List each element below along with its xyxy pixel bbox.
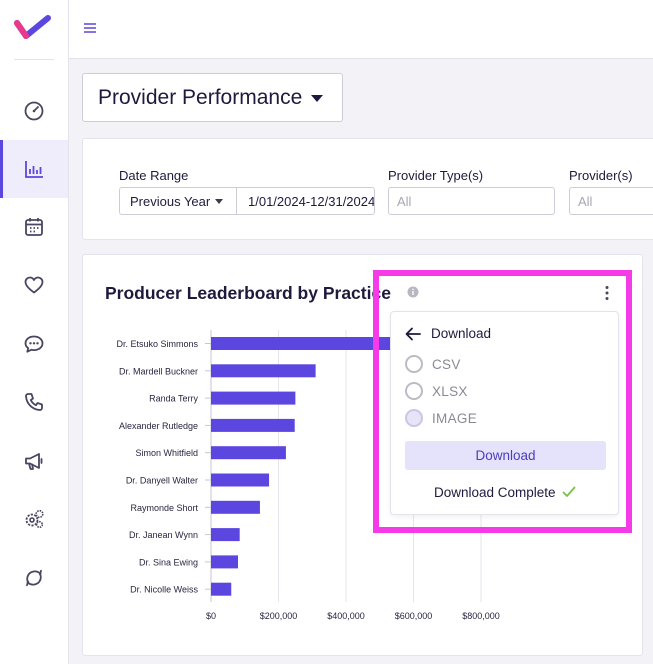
date-range-label: Date Range [119,168,189,183]
settings-gears-icon [25,509,44,529]
megaphone-icon [25,453,43,470]
radio-option-csv[interactable]: CSV [405,354,461,374]
arrow-left-icon[interactable] [405,327,421,341]
download-menu: Download CSV XLSX IMAGE Download Downloa… [390,311,619,515]
download-status: Download Complete [434,485,556,500]
sidebar-item-calendar[interactable] [0,198,68,256]
heart-icon [24,276,44,294]
radio-option-image[interactable]: IMAGE [405,408,477,428]
sidebar-item-calls[interactable] [0,373,68,431]
sync-icon [26,569,42,587]
radio-label: CSV [432,356,461,372]
sidebar-item-campaigns[interactable] [0,432,68,490]
app-logo[interactable] [14,14,52,44]
checkmark-icon [562,486,576,497]
date-preset-value: Previous Year [130,193,211,209]
providers-label: Provider(s) [569,168,633,183]
download-button[interactable]: Download [405,441,606,470]
bar-chart-icon [25,161,43,178]
sidebar-item-messages[interactable] [0,315,68,373]
hamburger-menu-icon[interactable] [83,21,97,35]
provider-types-label: Provider Type(s) [388,168,484,183]
top-bar [69,0,653,59]
info-icon[interactable] [407,286,419,298]
chat-icon [24,335,44,353]
chevron-down-icon [311,95,324,102]
provider-types-select[interactable]: All [388,187,555,215]
radio-option-xlsx[interactable]: XLSX [405,381,468,401]
more-options-icon[interactable] [602,285,612,301]
download-menu-title: Download [431,326,492,341]
sidebar-item-settings[interactable] [0,490,68,548]
date-range-input[interactable]: 1/01/2024-12/31/2024 [236,187,375,215]
providers-placeholder: All [578,193,593,209]
sidebar [0,0,69,664]
provider-types-placeholder: All [397,193,412,209]
report-selector-dropdown[interactable]: Provider Performance [82,73,343,122]
sidebar-item-favorites[interactable] [0,256,68,314]
report-title: Provider Performance [98,85,303,109]
sidebar-item-dashboard[interactable] [0,81,68,139]
radio-button[interactable] [405,355,423,373]
date-preset-select[interactable]: Previous Year [119,187,237,215]
providers-select[interactable]: All [569,187,653,215]
radio-button[interactable] [405,382,423,400]
radio-button-selected[interactable] [405,409,423,427]
caret-down-icon [215,198,224,204]
sidebar-item-sync[interactable] [0,549,68,607]
dashboard-icon [24,101,44,121]
sidebar-item-reports[interactable] [0,140,68,198]
phone-icon [25,393,43,411]
filters-panel: Date Range Previous Year 1/01/2024-12/31… [82,138,653,240]
card-title: Producer Leaderboard by Practice [105,283,391,303]
radio-label: IMAGE [432,410,478,426]
highlight-frame [373,270,632,533]
sidebar-divider [14,59,54,60]
calendar-icon [25,218,43,236]
radio-label: XLSX [432,383,468,399]
